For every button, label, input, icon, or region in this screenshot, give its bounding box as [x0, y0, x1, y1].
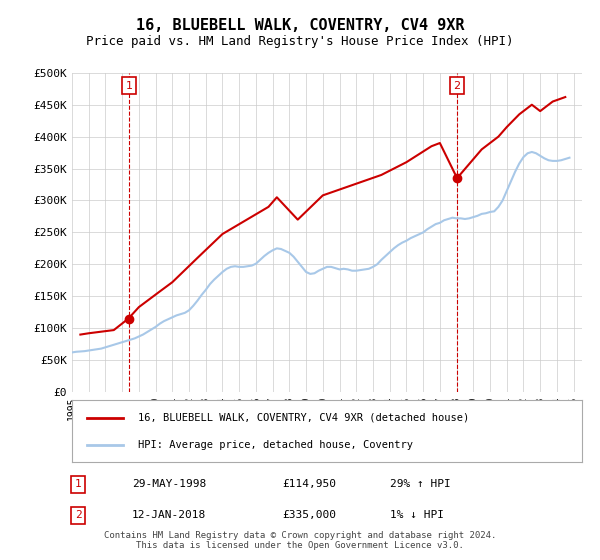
Text: £335,000: £335,000	[282, 510, 336, 520]
Text: 29% ↑ HPI: 29% ↑ HPI	[390, 479, 451, 489]
Text: Price paid vs. HM Land Registry's House Price Index (HPI): Price paid vs. HM Land Registry's House …	[86, 35, 514, 49]
Text: 1: 1	[74, 479, 82, 489]
Text: 16, BLUEBELL WALK, COVENTRY, CV4 9XR: 16, BLUEBELL WALK, COVENTRY, CV4 9XR	[136, 18, 464, 32]
Text: HPI: Average price, detached house, Coventry: HPI: Average price, detached house, Cove…	[139, 440, 413, 450]
Text: 1: 1	[125, 81, 133, 91]
Text: 1% ↓ HPI: 1% ↓ HPI	[390, 510, 444, 520]
Text: Contains HM Land Registry data © Crown copyright and database right 2024.
This d: Contains HM Land Registry data © Crown c…	[104, 530, 496, 550]
Text: 29-MAY-1998: 29-MAY-1998	[132, 479, 206, 489]
Text: 16, BLUEBELL WALK, COVENTRY, CV4 9XR (detached house): 16, BLUEBELL WALK, COVENTRY, CV4 9XR (de…	[139, 413, 470, 423]
Text: £114,950: £114,950	[282, 479, 336, 489]
Text: 2: 2	[74, 510, 82, 520]
Text: 2: 2	[454, 81, 461, 91]
Text: 12-JAN-2018: 12-JAN-2018	[132, 510, 206, 520]
